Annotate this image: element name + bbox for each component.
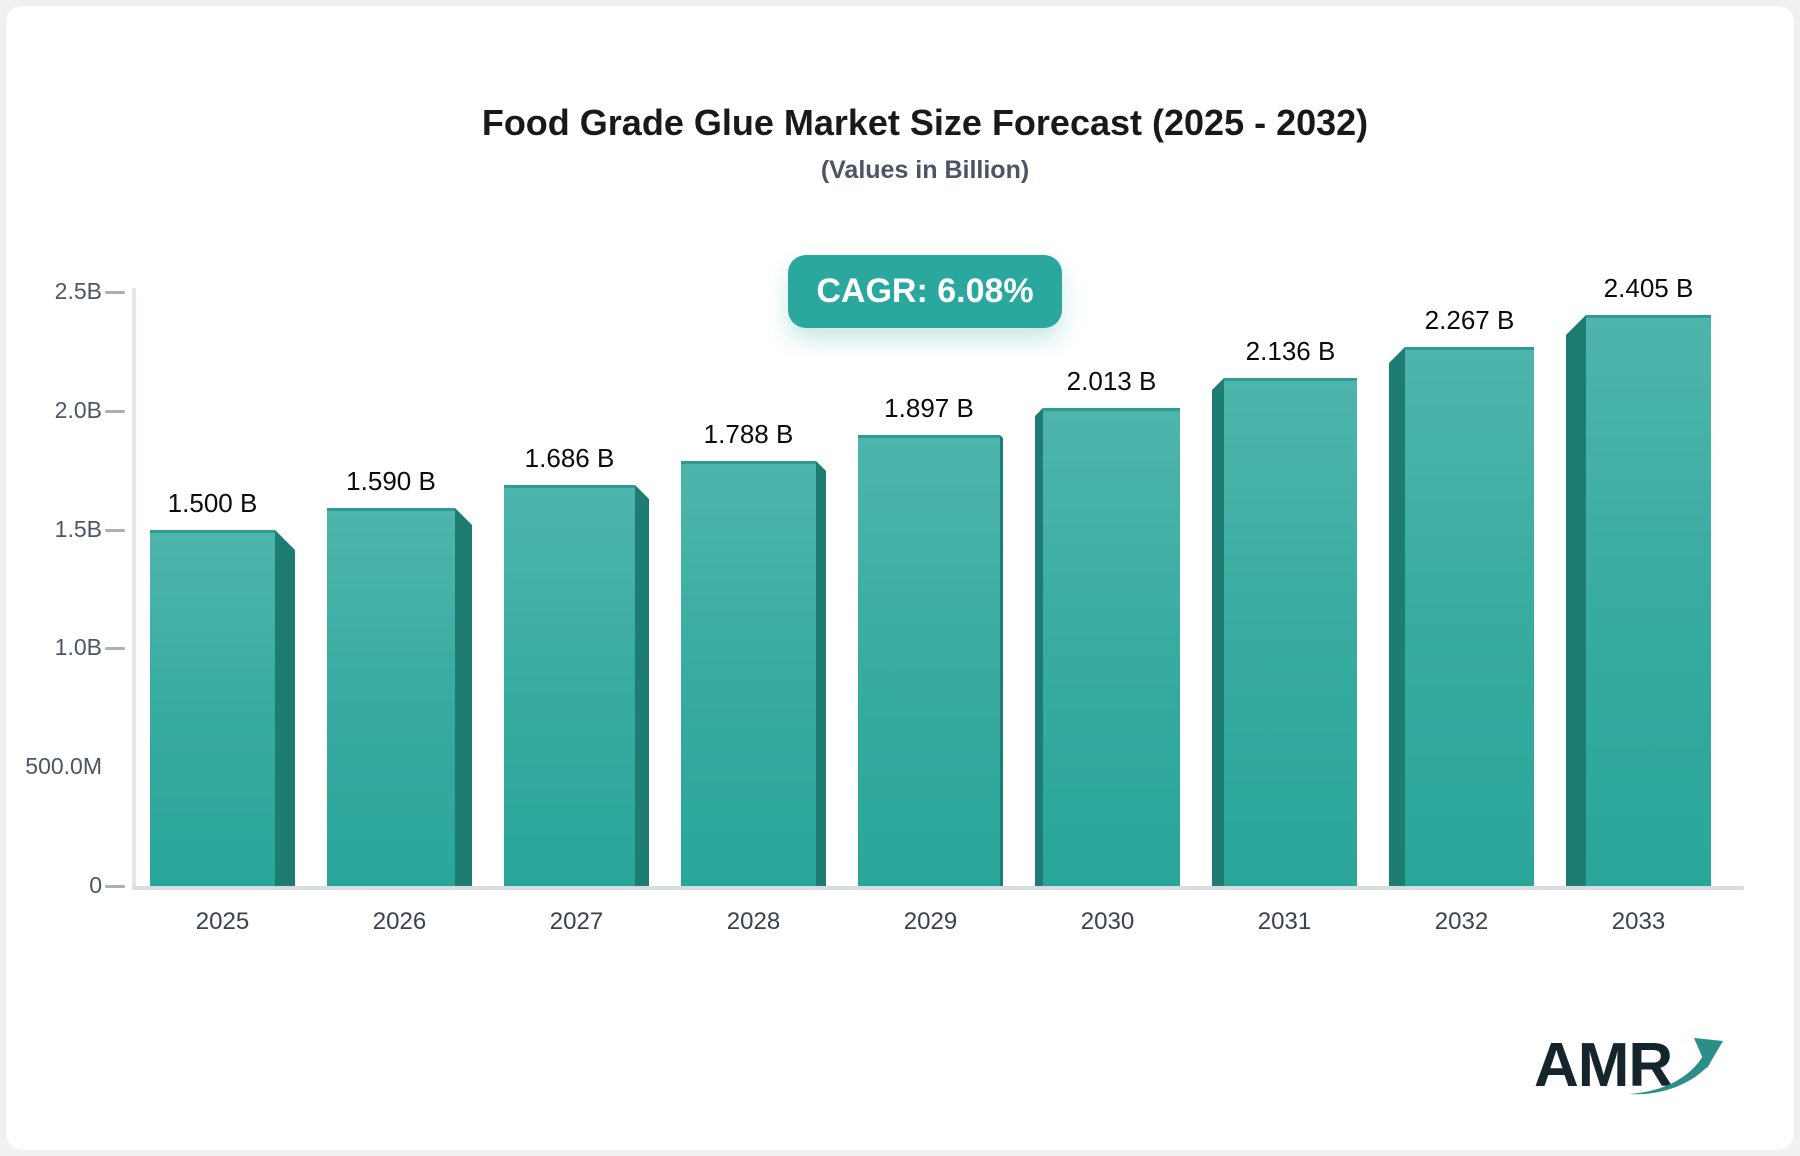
x-axis-label-2027: 2027 xyxy=(549,908,604,935)
y-tick-label: 1.0B xyxy=(54,634,102,661)
bar-2025 xyxy=(150,530,275,886)
x-axis-line xyxy=(132,886,1744,890)
bar-2028 xyxy=(681,461,816,886)
y-tick-mark xyxy=(105,528,125,532)
bar-2031 xyxy=(1224,378,1357,886)
bar-side-face xyxy=(1566,315,1586,886)
y-tick-label: 1.5B xyxy=(54,515,102,542)
bar-2032 xyxy=(1405,347,1534,886)
bar-side-face xyxy=(635,485,649,886)
x-axis-label-2028: 2028 xyxy=(726,908,781,935)
bar-side-face xyxy=(1000,435,1003,886)
chart-subtitle: (Values in Billion) xyxy=(820,156,1030,184)
x-axis-label-2029: 2029 xyxy=(903,908,958,935)
bar-2033 xyxy=(1586,315,1711,886)
bar-value-label: 2.136 B xyxy=(1245,336,1336,366)
x-axis-label-2026: 2026 xyxy=(372,908,427,935)
bar-side-face xyxy=(816,461,826,886)
x-axis-label-2025: 2025 xyxy=(195,908,250,935)
bar-value-label: 1.897 B xyxy=(884,393,974,423)
y-tick-mark xyxy=(105,885,125,888)
cagr-badge-label: CAGR: 6.08% xyxy=(816,272,1034,310)
bar-side-face xyxy=(1035,408,1043,886)
y-tick-label: 2.0B xyxy=(54,396,102,423)
y-tick-label: 500.0M xyxy=(25,753,102,780)
bar-value-label: 2.405 B xyxy=(1603,273,1694,303)
y-tick-mark xyxy=(105,647,125,651)
bar-2027 xyxy=(504,485,635,886)
bar-value-label: 1.590 B xyxy=(346,466,436,496)
bar-side-face xyxy=(1389,347,1405,886)
bar-side-face xyxy=(275,530,295,886)
bar-value-label: 1.500 B xyxy=(167,488,258,518)
bar-side-face xyxy=(1212,378,1224,886)
x-axis-label-2032: 2032 xyxy=(1434,908,1489,935)
y-tick-mark xyxy=(105,409,125,413)
growth-arrow-icon xyxy=(1629,1038,1723,1095)
x-axis-label-2030: 2030 xyxy=(1080,908,1135,935)
bar-2030 xyxy=(1043,408,1180,886)
bar-value-label: 1.686 B xyxy=(524,443,615,473)
y-tick-mark xyxy=(105,291,125,294)
bar-2026 xyxy=(327,508,455,886)
amr-logo: AMR xyxy=(1534,1030,1734,1120)
y-tick-label: 2.5B xyxy=(54,278,102,304)
x-axis-label-2031: 2031 xyxy=(1257,908,1312,935)
amr-logo-text: AMR xyxy=(1534,1031,1673,1100)
y-axis-line xyxy=(132,288,136,890)
bar-2029 xyxy=(858,435,1000,886)
chart-title: Food Grade Glue Market Size Forecast (20… xyxy=(481,102,1369,143)
y-tick-label: 0 xyxy=(89,872,102,898)
x-axis-label-2033: 2033 xyxy=(1611,908,1666,935)
bar-value-label: 1.788 B xyxy=(703,419,794,449)
bar-side-face xyxy=(455,508,472,886)
cagr-badge: CAGR: 6.08% xyxy=(788,255,1062,328)
chart-card: Food Grade Glue Market Size Forecast (20… xyxy=(6,6,1794,1150)
bar-value-label: 2.013 B xyxy=(1066,366,1157,396)
bar-value-label: 2.267 B xyxy=(1424,305,1515,335)
